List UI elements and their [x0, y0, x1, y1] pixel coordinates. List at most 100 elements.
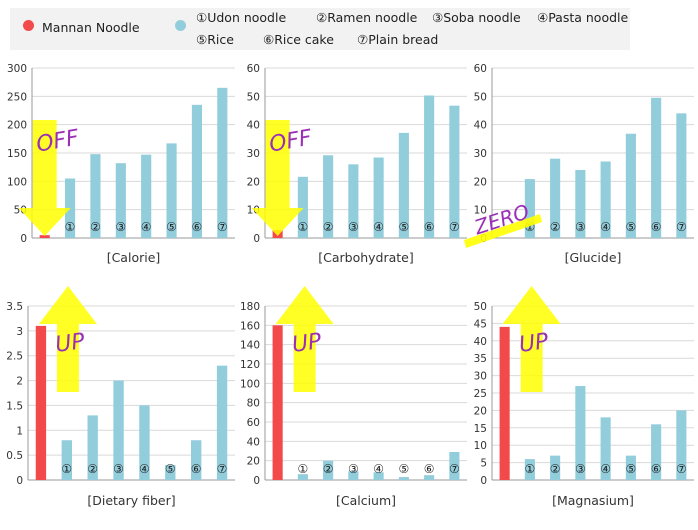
bar-6 [424, 95, 435, 238]
y-tick-label: 150 [7, 148, 27, 160]
y-tick-label: 3.5 [6, 301, 23, 313]
arrow-up [38, 286, 97, 392]
chart-title: [Glucide] [565, 250, 622, 265]
y-tick-label: 20 [247, 176, 260, 188]
y-tick-label: 50 [14, 205, 27, 217]
y-tick-label: 50 [474, 91, 487, 103]
chart-6: 0 5 10 15 20 25 30 35 40 45 50 ① ② ③ ④ ⑤ ⑥ ⑦ [Magnasium] UP [474, 286, 694, 508]
x-marker-5: ⑤ [625, 462, 636, 476]
bar-1 [297, 474, 308, 480]
bar-5 [165, 465, 176, 480]
x-marker-5: ⑤ [166, 220, 177, 234]
bar-1 [524, 179, 535, 238]
x-marker-1: ① [297, 462, 308, 476]
y-tick-label: 2 [16, 376, 23, 388]
legend-label-rice: ⑤Rice [196, 32, 234, 47]
y-tick-label: 300 [7, 63, 27, 75]
zero-highlight [464, 214, 542, 248]
bar-5 [625, 133, 636, 238]
x-marker-1: ① [524, 220, 535, 234]
x-marker-5: ⑤ [625, 220, 636, 234]
x-marker-6: ⑥ [192, 220, 203, 234]
bar-2 [90, 154, 101, 238]
chart-title: [Calcium] [336, 493, 396, 508]
x-marker-4: ④ [600, 220, 611, 234]
bar-mannan [35, 325, 47, 480]
bar-mannan [39, 235, 50, 238]
bar-2 [323, 155, 334, 238]
y-tick-label: 40 [247, 436, 260, 448]
y-tick-label: 200 [7, 120, 27, 132]
y-tick-label: 1.5 [6, 400, 23, 412]
bar-1 [61, 440, 72, 480]
x-marker-7: ⑦ [676, 220, 687, 234]
bar-1 [297, 176, 308, 238]
x-marker-3: ③ [115, 220, 126, 234]
x-marker-2: ② [550, 462, 561, 476]
y-tick-label: 180 [240, 301, 260, 313]
x-marker-6: ⑥ [651, 462, 662, 476]
y-tick-label: 0 [253, 233, 260, 245]
x-marker-6: ⑥ [424, 220, 435, 234]
bar-6 [191, 440, 202, 480]
legend-label-rice-cake: ⑥Rice cake [263, 32, 334, 47]
x-marker-1: ① [61, 462, 72, 476]
legend-marker-mannan [23, 20, 34, 31]
x-marker-1: ① [524, 462, 535, 476]
y-tick-label: 10 [474, 440, 487, 452]
x-marker-3: ③ [348, 220, 359, 234]
x-marker-6: ⑥ [651, 220, 662, 234]
bar-7 [217, 87, 228, 238]
bar-7 [216, 365, 228, 480]
legend-label-ramen: ②Ramen noodle [316, 10, 418, 25]
bar-7 [449, 451, 460, 480]
bar-2 [550, 455, 561, 480]
annotation-text: UP [290, 329, 323, 358]
x-marker-3: ③ [575, 220, 586, 234]
chart-5: 0 20 40 60 80 100 120 140 160 180 ① ② ③ ④ ⑤ ⑥ ⑦ [Calcium]… [240, 286, 467, 508]
y-tick-label: 120 [240, 359, 260, 371]
y-tick-label: 30 [474, 371, 487, 383]
chart-title: [Magnasium] [552, 493, 634, 508]
bar-3 [575, 386, 586, 480]
y-tick-label: 40 [247, 120, 260, 132]
y-tick-label: 35 [474, 353, 487, 365]
y-tick-label: 3 [16, 326, 23, 338]
arrow-down [251, 120, 304, 236]
legend-label-pasta: ④Pasta noodle [537, 10, 629, 25]
chart-title: [Carbohydrate] [318, 250, 414, 265]
x-marker-3: ③ [575, 462, 586, 476]
y-tick-label: 0.5 [6, 450, 23, 462]
y-tick-label: 20 [247, 456, 260, 468]
bar-3 [348, 164, 359, 238]
y-tick-label: 30 [247, 148, 260, 160]
arrow-down [18, 120, 71, 236]
x-marker-2: ② [323, 462, 334, 476]
y-tick-label: 0 [16, 475, 23, 487]
x-marker-4: ④ [141, 220, 152, 234]
y-tick-label: 0 [20, 233, 27, 245]
x-marker-3: ③ [348, 462, 359, 476]
x-marker-7: ⑦ [449, 462, 460, 476]
y-tick-label: 30 [474, 148, 487, 160]
x-marker-2: ② [87, 462, 98, 476]
bar-3 [575, 170, 586, 238]
bar-7 [449, 105, 460, 238]
arrow-up [502, 286, 561, 392]
legend-label-soba: ③Soba noodle [432, 10, 521, 25]
chart-legend: Mannan Noodle ①Udon noodle ②Ramen noodle… [10, 8, 630, 50]
y-tick-label: 50 [474, 301, 487, 313]
bar-2 [87, 415, 98, 480]
bar-4 [141, 154, 152, 238]
x-marker-6: ⑥ [424, 462, 435, 476]
y-tick-label: 60 [474, 63, 487, 75]
y-tick-label: 25 [474, 388, 487, 400]
y-tick-label: 10 [474, 205, 487, 217]
y-tick-label: 20 [474, 405, 487, 417]
x-marker-2: ② [550, 220, 561, 234]
legend-label-udon: ①Udon noodle [196, 10, 287, 25]
bar-6 [651, 97, 662, 238]
y-tick-label: 250 [7, 91, 27, 103]
x-marker-5: ⑤ [165, 462, 176, 476]
